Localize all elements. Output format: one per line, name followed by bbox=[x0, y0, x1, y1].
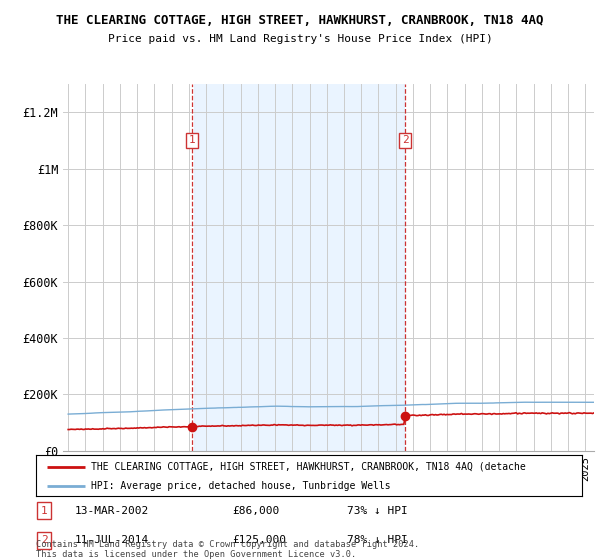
Text: 11-JUL-2014: 11-JUL-2014 bbox=[74, 535, 148, 545]
Text: 2: 2 bbox=[402, 136, 409, 146]
Text: 1: 1 bbox=[41, 506, 47, 516]
Text: THE CLEARING COTTAGE, HIGH STREET, HAWKHURST, CRANBROOK, TN18 4AQ: THE CLEARING COTTAGE, HIGH STREET, HAWKH… bbox=[56, 14, 544, 27]
Text: 73% ↓ HPI: 73% ↓ HPI bbox=[347, 506, 408, 516]
Text: £125,000: £125,000 bbox=[233, 535, 287, 545]
Text: 2: 2 bbox=[41, 535, 47, 545]
Text: 13-MAR-2002: 13-MAR-2002 bbox=[74, 506, 148, 516]
Text: £86,000: £86,000 bbox=[233, 506, 280, 516]
Text: THE CLEARING COTTAGE, HIGH STREET, HAWKHURST, CRANBROOK, TN18 4AQ (detache: THE CLEARING COTTAGE, HIGH STREET, HAWKH… bbox=[91, 461, 526, 472]
Text: 1: 1 bbox=[189, 136, 196, 146]
Text: 78% ↓ HPI: 78% ↓ HPI bbox=[347, 535, 408, 545]
Text: Contains HM Land Registry data © Crown copyright and database right 2024.
This d: Contains HM Land Registry data © Crown c… bbox=[36, 540, 419, 559]
Text: HPI: Average price, detached house, Tunbridge Wells: HPI: Average price, detached house, Tunb… bbox=[91, 480, 390, 491]
Text: Price paid vs. HM Land Registry's House Price Index (HPI): Price paid vs. HM Land Registry's House … bbox=[107, 34, 493, 44]
